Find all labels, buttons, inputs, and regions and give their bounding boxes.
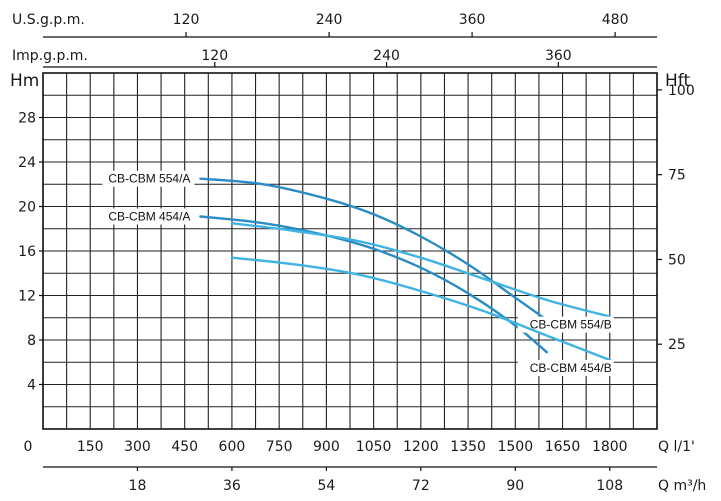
m3h-tick-label: 108 [596, 478, 623, 494]
right-tick-label: 50 [668, 252, 686, 268]
top-axis-tick-label: 480 [602, 12, 629, 28]
m3h-tick-label: 90 [506, 478, 524, 494]
top-axis-tick-label: 120 [173, 12, 200, 28]
x-tick-label: 1050 [356, 439, 392, 455]
m3h-tick-label: 36 [223, 478, 241, 494]
top-axis-tick-label: 240 [316, 12, 343, 28]
series-label: CB-CBM 554/B [530, 318, 612, 332]
y-tick-label: 20 [18, 200, 36, 216]
top-axis-tick-label: 120 [201, 48, 228, 64]
series-label: CB-CBM 454/B [530, 361, 612, 375]
series-cb-cbm-554-b: CB-CBM 554/B [230, 222, 614, 333]
x-tick-label: 0 [24, 439, 33, 455]
x-tick-label: 450 [171, 439, 198, 455]
y-tick-label: 24 [18, 155, 36, 171]
axis-labels: 0 150 300 450 600 750 900 1050 1200 1350 1500 1650 1… [10, 12, 706, 494]
y-axis-label: Hm [10, 71, 39, 91]
series-cb-cbm-454-a: CB-CBM 454/A [102, 208, 548, 354]
y-tick-label: 8 [27, 333, 36, 349]
x-tick-label: 300 [124, 439, 151, 455]
series-label-bg [102, 170, 195, 187]
series-label-bg [517, 360, 614, 377]
top-axis-tick-label: 240 [373, 48, 400, 64]
axis-ticks [39, 32, 662, 471]
series-label: CB-CBM 454/A [108, 210, 190, 224]
right-axis-label: Hft [665, 71, 690, 91]
top-axis-label: U.S.g.p.m. [12, 12, 85, 28]
series-cb-cbm-454-b: CB-CBM 454/B [230, 256, 614, 377]
top-axis-tick-label: 360 [545, 48, 572, 64]
series-cb-cbm-554-a: CB-CBM 554/A [102, 170, 548, 322]
x-tick-label: 750 [266, 439, 293, 455]
series-line [230, 256, 611, 362]
top-axis-tick-label: 360 [459, 12, 486, 28]
right-tick-label: 25 [668, 337, 686, 353]
y-tick-label: 16 [18, 244, 36, 260]
chart-series: CB-CBM 554/A CB-CBM 454/A CB-CBM 554/B CB-C… [102, 170, 614, 377]
y-tick-label: 4 [27, 378, 36, 394]
x-tick-label: 600 [219, 439, 246, 455]
m3h-tick-label: 18 [129, 478, 147, 494]
m3h-axis-label: Q m³/h [658, 478, 706, 494]
right-tick-label: 100 [668, 83, 695, 99]
y-tick-label: 12 [18, 289, 36, 305]
x-tick-label: 1200 [403, 439, 439, 455]
x-tick-label: 1350 [450, 439, 486, 455]
x-axis-label: Q l/1' [658, 439, 695, 455]
series-line [230, 222, 611, 318]
x-tick-label: 150 [77, 439, 104, 455]
x-tick-label: 1650 [545, 439, 581, 455]
x-tick-label: 900 [313, 439, 340, 455]
series-label: CB-CBM 554/A [108, 172, 190, 186]
m3h-tick-label: 72 [412, 478, 430, 494]
series-line [199, 177, 548, 322]
top-axis-label: Imp.g.p.m. [12, 48, 88, 64]
series-label-bg [102, 208, 195, 225]
x-tick-label: 1800 [592, 439, 628, 455]
m3h-tick-label: 54 [317, 478, 335, 494]
x-tick-label: 1500 [497, 439, 533, 455]
right-tick-label: 75 [668, 168, 686, 184]
series-label-bg [517, 316, 614, 333]
y-tick-label: 28 [18, 111, 36, 127]
